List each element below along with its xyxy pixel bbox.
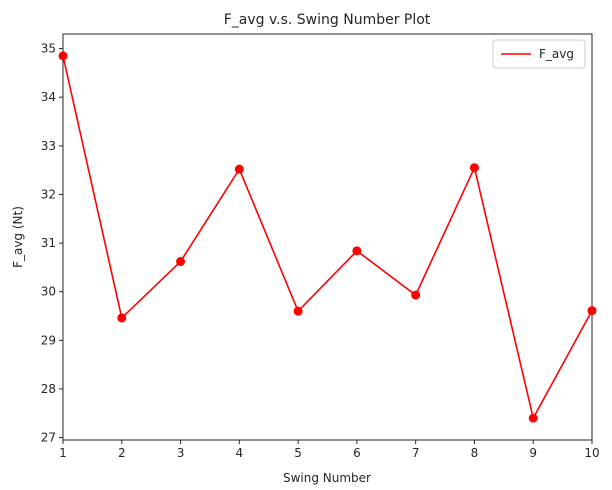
data-point (411, 290, 421, 300)
x-tick-label: 4 (236, 446, 244, 460)
y-tick-label: 32 (41, 187, 56, 201)
legend: F_avg (492, 39, 586, 69)
y-tick-label: 28 (41, 382, 56, 396)
data-point (117, 313, 127, 323)
y-tick-label: 30 (41, 285, 56, 299)
data-point (58, 51, 68, 61)
data-point (234, 164, 244, 174)
data-point (469, 163, 479, 173)
x-tick-label: 6 (353, 446, 361, 460)
x-tick-label: 3 (177, 446, 185, 460)
data-point (293, 306, 303, 316)
x-axis-label: Swing Number (283, 471, 371, 485)
chart-title: F_avg v.s. Swing Number Plot (224, 12, 431, 28)
x-tick-label: 10 (584, 446, 599, 460)
y-tick-label: 34 (41, 90, 56, 104)
x-tick-label: 5 (294, 446, 302, 460)
x-tick-label: 2 (118, 446, 126, 460)
y-axis-ticks: 27 28 29 30 31 32 33 34 35 (41, 42, 63, 445)
x-tick-label: 8 (471, 446, 479, 460)
data-point (176, 257, 186, 267)
data-point (587, 306, 597, 316)
series-line-f-avg (62, 55, 593, 419)
plot-frame (62, 33, 593, 441)
plot-area (62, 33, 593, 441)
y-tick-label: 29 (41, 333, 56, 347)
x-axis-ticks: 1 2 3 4 5 6 7 8 9 10 (59, 440, 600, 460)
legend-box (492, 39, 586, 69)
x-tick-label: 1 (59, 446, 67, 460)
y-tick-label: 33 (41, 139, 56, 153)
y-tick-label: 27 (41, 431, 56, 445)
data-point (528, 413, 538, 423)
x-tick-label: 7 (412, 446, 420, 460)
series-layer (58, 51, 597, 423)
legend-label-f-avg: F_avg (539, 47, 574, 61)
x-tick-label: 9 (529, 446, 537, 460)
y-axis-label: F_avg (Nt) (11, 206, 25, 268)
y-tick-label: 35 (41, 42, 56, 56)
y-tick-label: 31 (41, 236, 56, 250)
data-point (352, 246, 362, 256)
